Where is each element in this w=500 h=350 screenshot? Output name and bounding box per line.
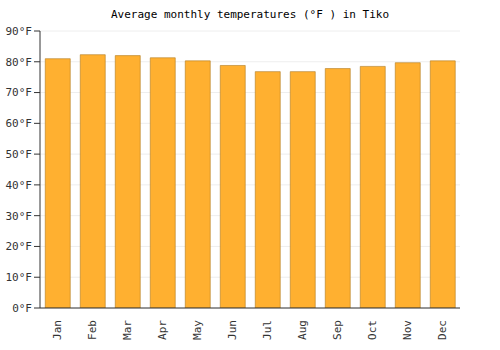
svg-text:Apr: Apr	[156, 320, 169, 340]
svg-text:Jun: Jun	[226, 320, 239, 340]
svg-text:50°F: 50°F	[8, 148, 32, 161]
html-text:Average monthly temperatures (: Average monthly temperatures (°F ) in Ti…	[110, 8, 390, 21]
svg-text:Sep: Sep	[331, 320, 344, 340]
svg-text:Dec: Dec	[436, 320, 449, 340]
svg-text:30°F: 30°F	[8, 210, 32, 223]
svg-text:80°F: 80°F	[8, 56, 32, 69]
svg-text:Oct: Oct	[366, 320, 379, 340]
svg-text:Aug: Aug	[296, 320, 309, 340]
svg-text:10°F: 10°F	[8, 271, 32, 284]
svg-text:May: May	[191, 320, 204, 340]
svg-text:20°F: 20°F	[8, 240, 32, 253]
svg-text:Jan: Jan	[51, 320, 64, 340]
svg-text:90°F: 90°F	[8, 25, 32, 38]
svg-text:0°F: 0°F	[12, 302, 32, 315]
svg-text:60°F: 60°F	[8, 117, 32, 130]
svg-text:Nov: Nov	[401, 320, 414, 340]
svg-text:Mar: Mar	[121, 320, 134, 340]
svg-text:40°F: 40°F	[8, 179, 32, 192]
svg-text:Jul: Jul	[261, 320, 274, 340]
svg-text:70°F: 70°F	[8, 86, 32, 99]
svg-text:Feb: Feb	[86, 320, 99, 340]
